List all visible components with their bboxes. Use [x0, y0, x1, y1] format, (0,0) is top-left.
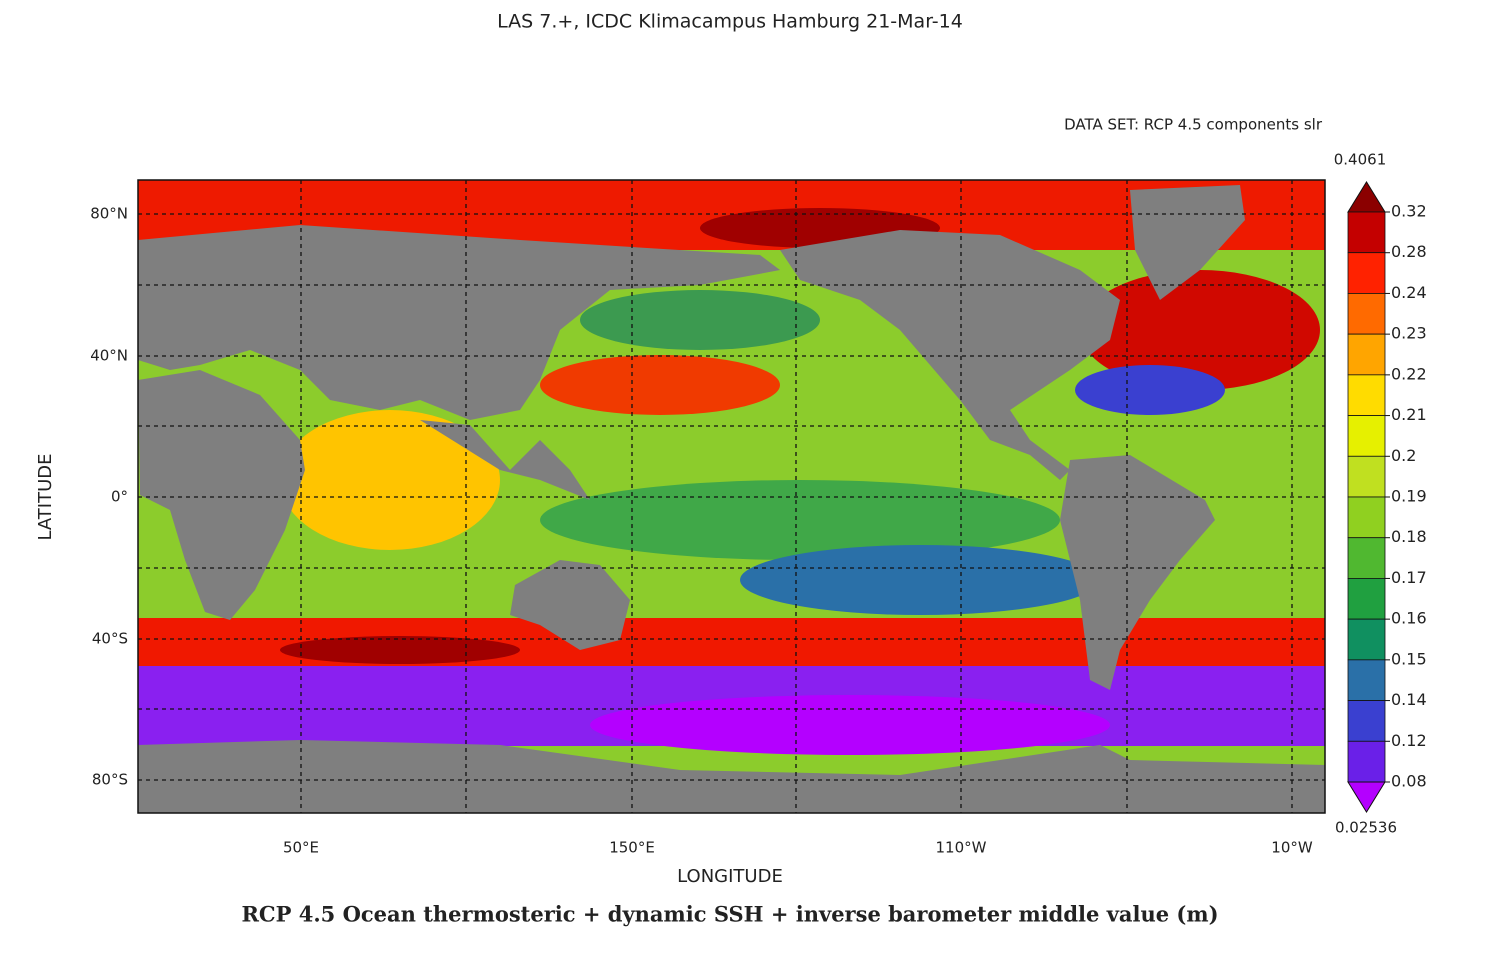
colorbar-segment	[1347, 455, 1386, 498]
colorbar-label: 0.15	[1391, 649, 1427, 668]
colorbar-segment	[1347, 374, 1386, 416]
south-asia	[420, 420, 590, 500]
colorbar-label: 0.23	[1391, 324, 1427, 343]
colorbar-segment	[1347, 496, 1386, 539]
pacific-band	[540, 480, 1060, 560]
south-pacific-low	[740, 545, 1100, 615]
lat-tick-label: 40°N	[90, 347, 128, 365]
colorbar-segment	[1347, 211, 1386, 254]
colorbar-label: 0.2	[1391, 446, 1416, 465]
caption: RCP 4.5 Ocean thermosteric + dynamic SSH…	[241, 902, 1218, 927]
colorbar-max: 0.4061	[1334, 151, 1387, 169]
colorbar-label: 0.14	[1391, 690, 1427, 709]
lon-tick-label: 50°E	[283, 839, 319, 857]
lat-tick-label: 40°S	[92, 630, 128, 648]
southern-min	[590, 695, 1110, 755]
colorbar-label: 0.22	[1391, 364, 1427, 383]
lon-tick-label: 10°W	[1271, 839, 1313, 857]
graticule	[138, 180, 1325, 813]
colorbar-label: 0.16	[1391, 609, 1427, 628]
colorbar-segment	[1347, 740, 1386, 783]
colorbar-segment	[1347, 537, 1386, 579]
colorbar-label: 0.32	[1391, 202, 1427, 221]
colorbar-min: 0.02536	[1335, 819, 1397, 837]
colorbar-segment	[1347, 415, 1386, 457]
indian-ocean-high	[280, 410, 500, 550]
south-america	[1060, 455, 1215, 690]
parallels	[138, 213, 1325, 781]
lat-tick-label: 80°N	[90, 205, 128, 223]
lon-tick-label: 110°W	[936, 839, 987, 857]
colorbar-bottom-arrow	[1347, 781, 1386, 813]
colorbar-label: 0.08	[1391, 772, 1427, 791]
africa	[138, 370, 305, 620]
colorbar-segment	[1347, 578, 1386, 620]
colorbar-segment	[1347, 618, 1386, 661]
colorbar-segment	[1347, 333, 1386, 376]
dataset: DATA SET: RCP 4.5 components slr	[1064, 116, 1323, 134]
y-axis-label: LATITUDE	[35, 453, 56, 540]
colorbar-segment	[1347, 293, 1386, 335]
colorbar-label: 0.17	[1391, 568, 1427, 587]
colorbar-segment	[1347, 659, 1386, 701]
colorbar: 0.4061 0.02536 0.32 0.28 0.24 0.23 0.22 0.21 0…	[1334, 151, 1427, 837]
southern-max	[280, 636, 520, 664]
lat-tick-label: 0°	[111, 488, 128, 506]
north-pacific-low	[580, 290, 820, 350]
antarctica	[138, 740, 1325, 813]
north-atlantic-high	[1080, 270, 1320, 390]
colorbar-label: 0.18	[1391, 527, 1427, 546]
colorbar-top-arrow	[1347, 181, 1386, 213]
colorbar-label: 0.21	[1391, 405, 1427, 424]
gulf-stream-low	[1075, 365, 1225, 415]
australia	[510, 560, 630, 650]
x-axis-label: LONGITUDE	[677, 866, 783, 887]
eurasia	[138, 225, 780, 420]
kuroshio-high	[540, 355, 780, 415]
lon-tick-label: 150°E	[609, 839, 655, 857]
north-america	[780, 230, 1120, 480]
colorbar-label: 0.12	[1391, 731, 1427, 750]
colorbar-label: 0.19	[1391, 487, 1427, 506]
colorbar-segment	[1347, 700, 1386, 742]
greenland	[1130, 185, 1245, 300]
lat-tick-label: 80°S	[92, 771, 128, 789]
colorbar-label: 0.24	[1391, 283, 1427, 302]
colorbar-label: 0.28	[1391, 242, 1427, 261]
colorbar-segment	[1347, 252, 1386, 294]
header: LAS 7.+, ICDC Klimacampus Hamburg 21-Mar…	[497, 11, 963, 33]
